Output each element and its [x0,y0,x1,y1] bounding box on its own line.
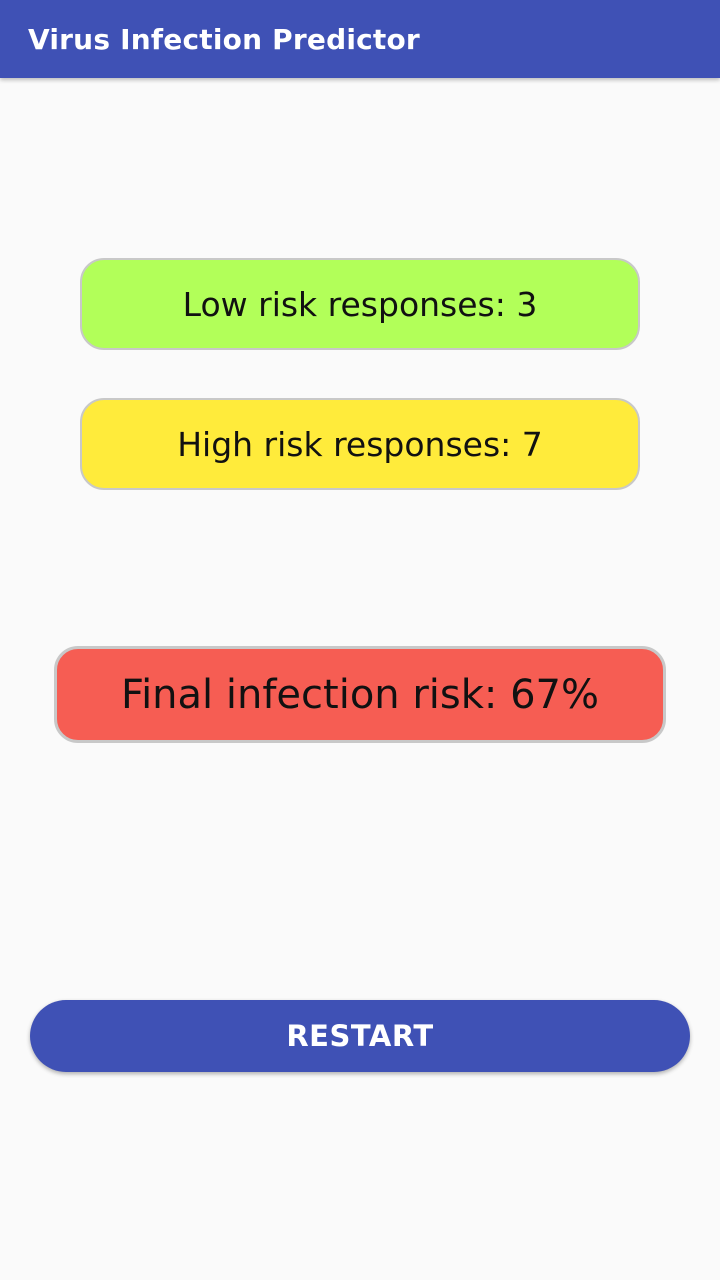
low-risk-responses-box: Low risk responses: 3 [80,258,640,350]
final-infection-risk-box: Final infection risk: 67% [54,646,666,743]
high-risk-responses-label: High risk responses: 7 [177,424,543,464]
high-risk-responses-box: High risk responses: 7 [80,398,640,490]
low-risk-responses-label: Low risk responses: 3 [182,284,538,324]
restart-button[interactable]: RESTART [30,1000,690,1072]
app-bar: Virus Infection Predictor [0,0,720,78]
final-infection-risk-label: Final infection risk: 67% [120,671,600,718]
app-title: Virus Infection Predictor [28,22,420,56]
